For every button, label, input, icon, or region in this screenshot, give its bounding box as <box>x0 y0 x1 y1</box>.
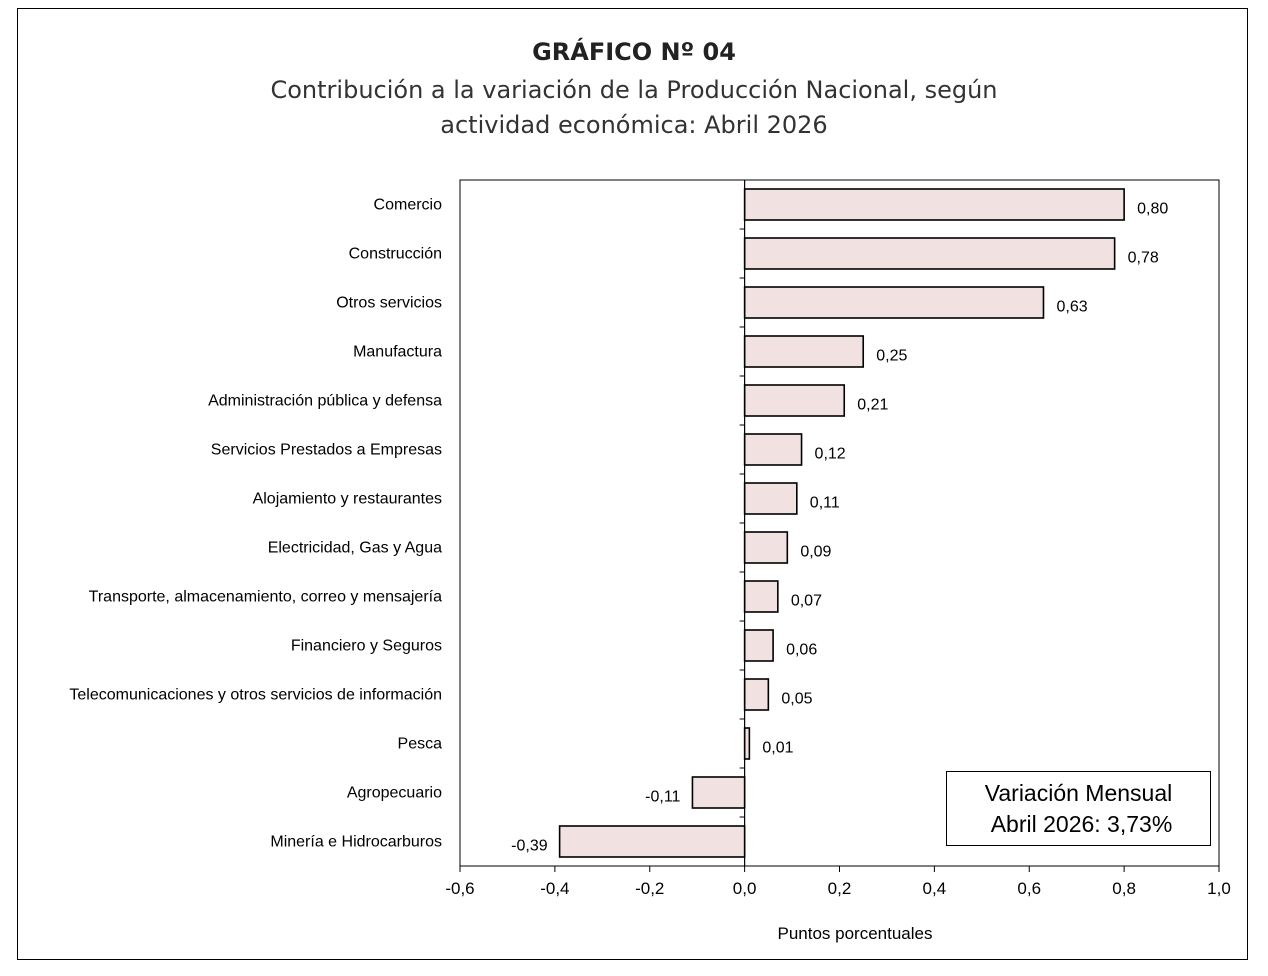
x-tick-label-7: 0,8 <box>1112 879 1136 898</box>
value-label-1: 0,78 <box>1128 250 1159 267</box>
x-tick-label-1: -0,4 <box>540 879 569 898</box>
value-label-13: -0,39 <box>511 838 548 855</box>
value-label-7: 0,09 <box>800 544 831 561</box>
chart-title: GRÁFICO Nº 04 <box>532 38 736 66</box>
bar-10 <box>743 678 770 711</box>
category-label-3: Manufactura <box>353 344 442 361</box>
chart-frame <box>17 8 1248 960</box>
bar-4 <box>743 384 846 417</box>
value-label-8: 0,07 <box>791 593 822 610</box>
category-label-12: Agropecuario <box>347 785 442 802</box>
value-label-9: 0,06 <box>786 642 817 659</box>
bar-3 <box>743 335 865 368</box>
bar-2 <box>743 286 1045 319</box>
value-label-10: 0,05 <box>781 691 812 708</box>
bar-6 <box>743 482 798 515</box>
chart-subtitle-line2: actividad económica: Abril 2026 <box>440 111 828 139</box>
x-tick-label-5: 0,4 <box>923 879 947 898</box>
category-label-2: Otros servicios <box>336 295 442 312</box>
category-label-5: Servicios Prestados a Empresas <box>211 442 442 459</box>
value-label-4: 0,21 <box>857 397 888 414</box>
x-axis-title: Puntos porcentuales <box>778 924 933 943</box>
x-tick-label-3: 0,0 <box>733 879 757 898</box>
value-label-11: 0,01 <box>762 740 793 757</box>
value-label-5: 0,12 <box>815 446 846 463</box>
bar-1 <box>743 237 1116 270</box>
x-tick-label-6: 0,6 <box>1017 879 1041 898</box>
bar-0 <box>743 188 1125 221</box>
annotation-line1: Variación Mensual <box>984 780 1173 806</box>
category-label-10: Telecomunicaciones y otros servicios de … <box>69 687 442 704</box>
category-label-6: Alojamiento y restaurantes <box>253 491 442 508</box>
bar-7 <box>743 531 789 564</box>
category-label-11: Pesca <box>398 736 443 753</box>
bar-11 <box>743 727 751 760</box>
category-label-8: Transporte, almacenamiento, correo y men… <box>89 589 442 606</box>
bar-5 <box>743 433 803 466</box>
category-label-4: Administración pública y defensa <box>208 393 442 410</box>
x-tick-label-4: 0,2 <box>828 879 852 898</box>
value-label-12: -0,11 <box>645 789 680 806</box>
value-label-6: 0,11 <box>810 495 840 512</box>
category-label-13: Minería e Hidrocarburos <box>270 834 442 851</box>
category-label-0: Comercio <box>374 197 443 214</box>
monthly-variation-annotation: Variación Mensual Abril 2026: 3,73% <box>946 771 1211 846</box>
value-label-2: 0,63 <box>1056 299 1087 316</box>
bar-13 <box>558 825 746 858</box>
category-label-7: Electricidad, Gas y Agua <box>268 540 442 557</box>
x-tick-label-2: -0,2 <box>635 879 664 898</box>
category-label-1: Construcción <box>349 246 442 263</box>
x-tick-label-8: 1,0 <box>1207 879 1231 898</box>
category-label-9: Financiero y Seguros <box>291 638 442 655</box>
bar-8 <box>743 580 779 613</box>
value-label-0: 0,80 <box>1137 201 1168 218</box>
plot-area <box>459 179 1220 867</box>
bar-9 <box>743 629 774 662</box>
chart-subtitle-line1: Contribución a la variación de la Produc… <box>270 76 998 104</box>
value-label-3: 0,25 <box>876 348 907 365</box>
bar-12 <box>691 776 746 809</box>
x-tick-label-0: -0,6 <box>445 879 474 898</box>
annotation-line2: Abril 2026: 3,73% <box>990 811 1173 837</box>
